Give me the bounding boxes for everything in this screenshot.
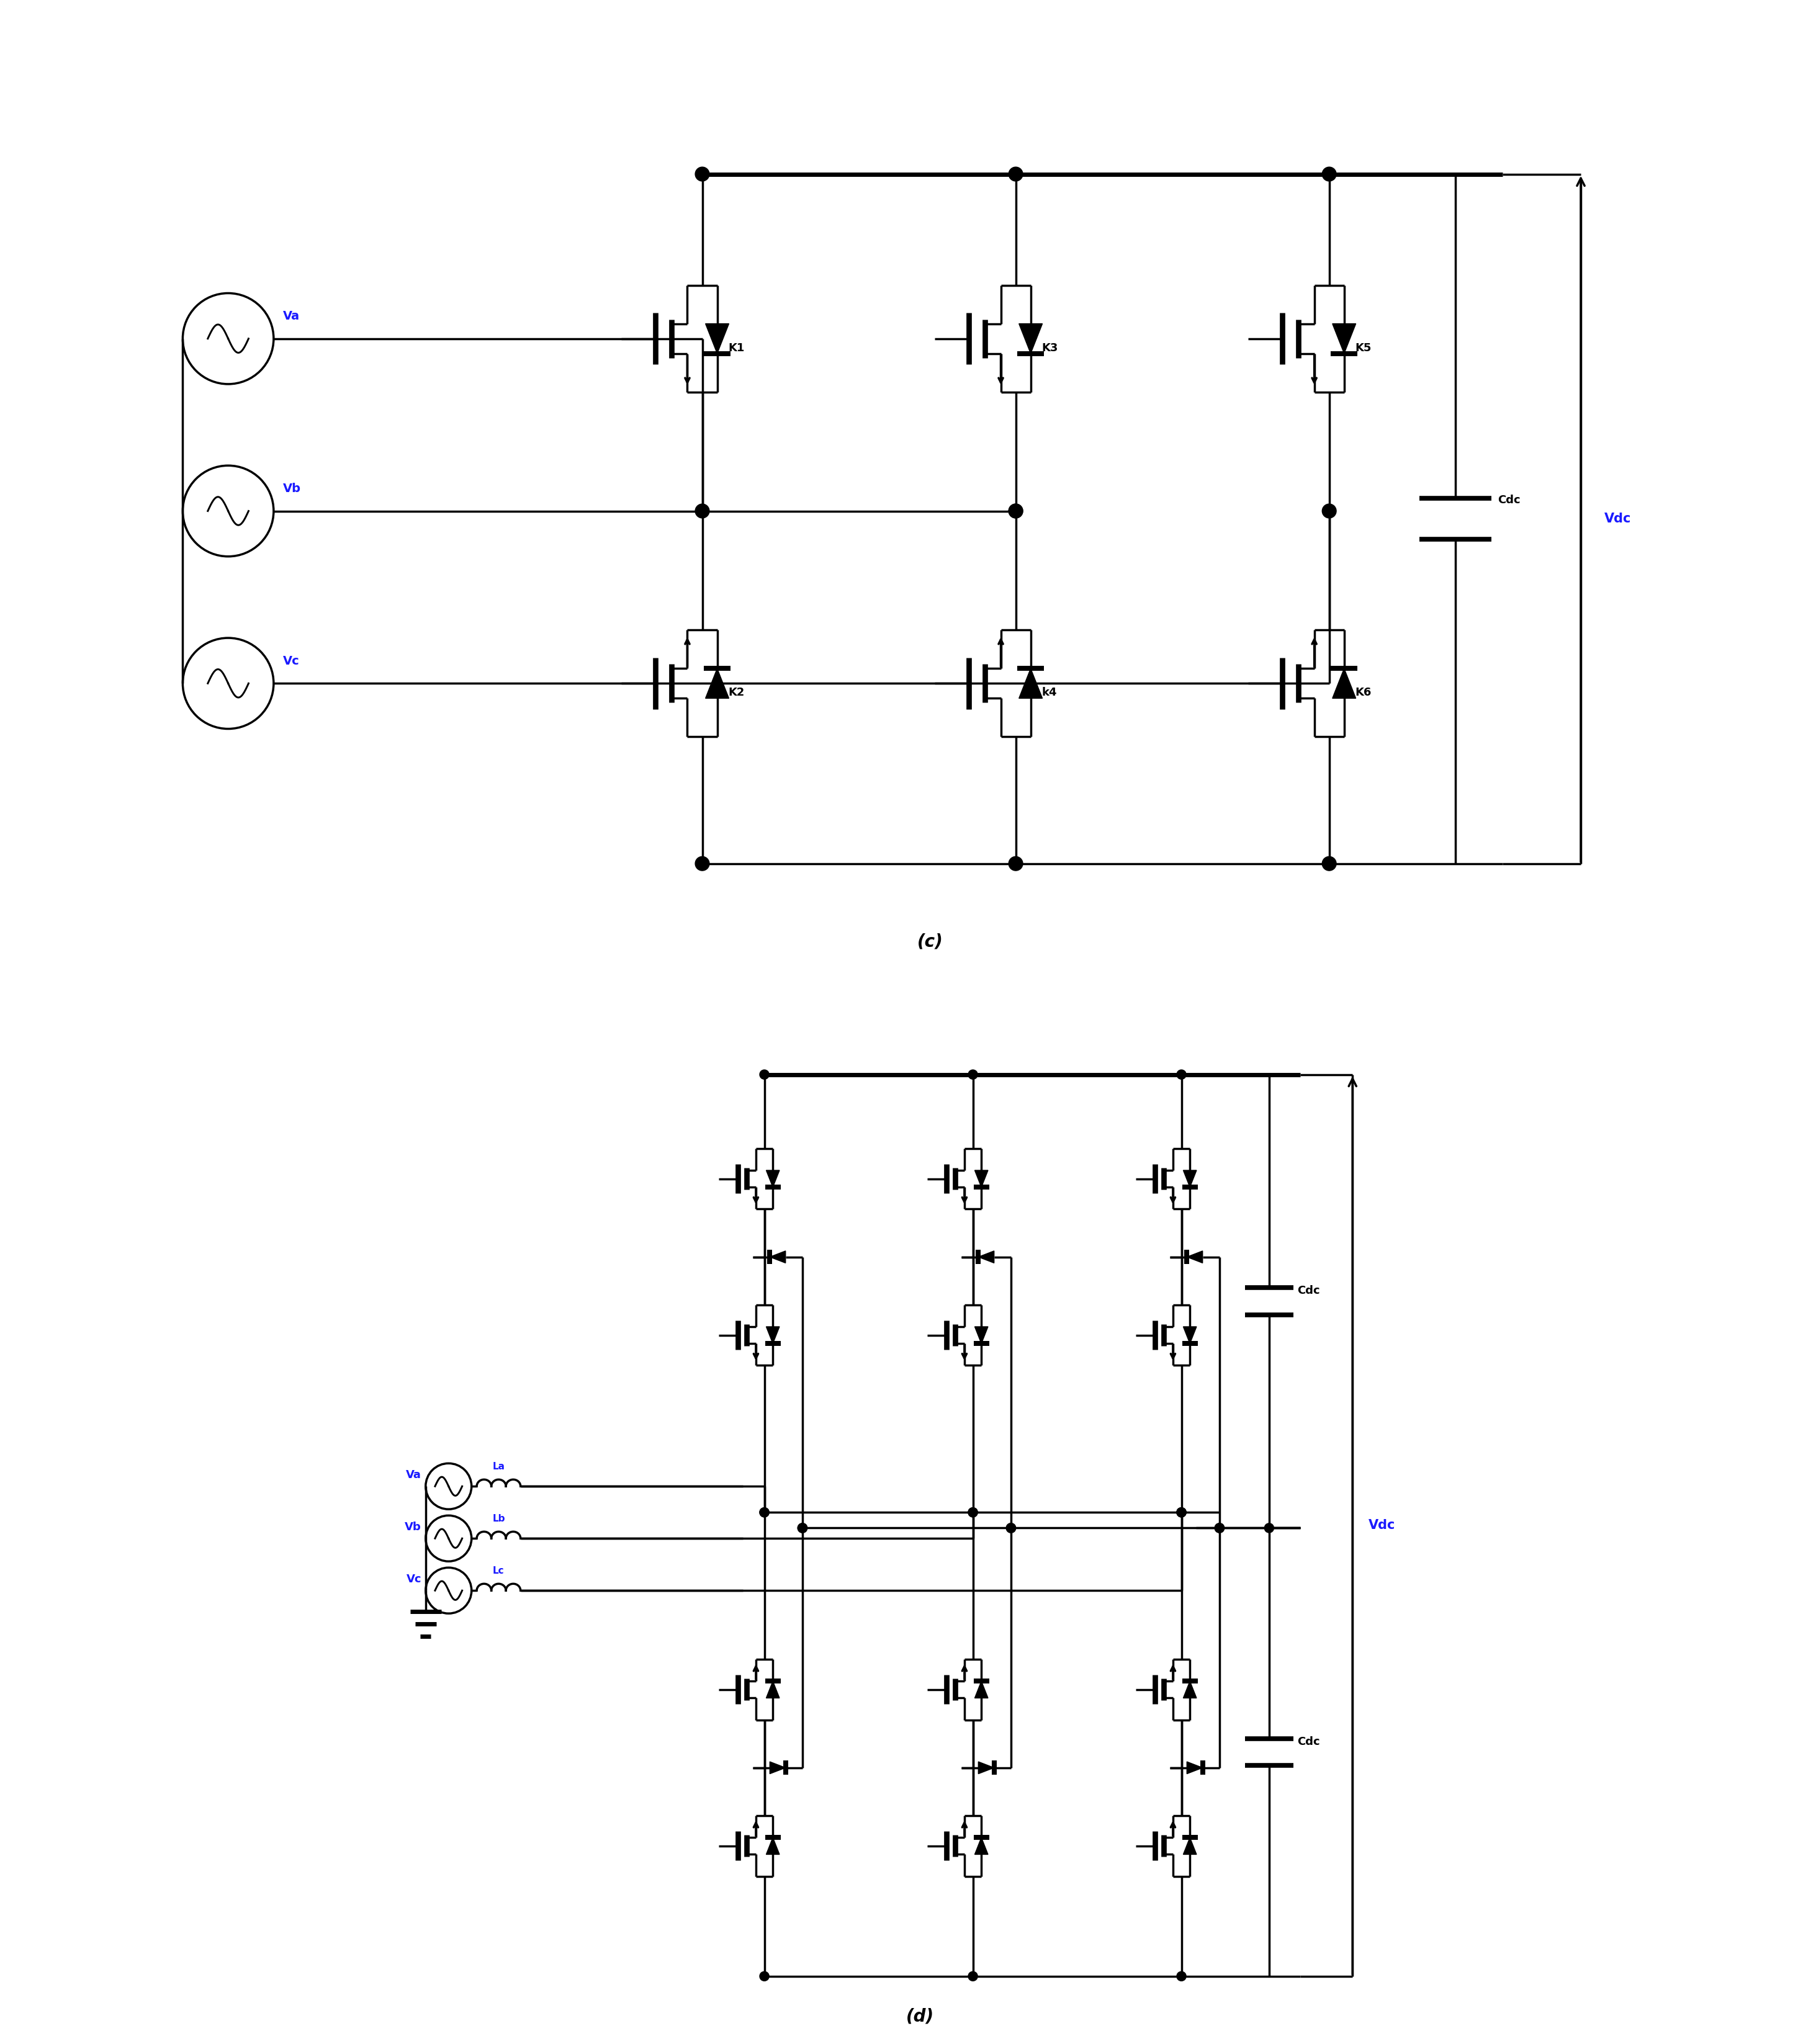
Text: Va: Va <box>282 311 300 323</box>
Circle shape <box>1007 1523 1016 1533</box>
Text: Vb: Vb <box>405 1521 421 1533</box>
Polygon shape <box>1183 1171 1196 1188</box>
Text: Cdc: Cdc <box>1298 1286 1320 1296</box>
Circle shape <box>798 1523 807 1533</box>
Polygon shape <box>705 323 728 354</box>
Circle shape <box>1176 1508 1187 1517</box>
Text: Vdc: Vdc <box>1604 513 1631 525</box>
Circle shape <box>1009 168 1023 182</box>
Text: (d): (d) <box>906 2007 933 2026</box>
Circle shape <box>1215 1523 1224 1533</box>
Text: Lb: Lb <box>493 1515 505 1523</box>
Text: K2: K2 <box>728 687 744 699</box>
Text: K1: K1 <box>728 343 744 354</box>
Circle shape <box>1007 1523 1016 1533</box>
Circle shape <box>761 1508 770 1517</box>
Polygon shape <box>978 1251 994 1263</box>
Polygon shape <box>975 1680 989 1699</box>
Polygon shape <box>705 668 728 699</box>
Polygon shape <box>1187 1251 1203 1263</box>
Circle shape <box>696 856 710 871</box>
Circle shape <box>1176 1972 1187 1981</box>
Polygon shape <box>975 1327 989 1343</box>
Polygon shape <box>975 1171 989 1188</box>
Text: Cdc: Cdc <box>1498 495 1521 505</box>
Circle shape <box>967 1508 978 1517</box>
Text: La: La <box>493 1461 505 1472</box>
Polygon shape <box>766 1680 780 1699</box>
Polygon shape <box>766 1327 780 1343</box>
Circle shape <box>696 505 710 517</box>
Polygon shape <box>1019 668 1043 699</box>
Text: (c): (c) <box>917 932 944 950</box>
Circle shape <box>1264 1523 1273 1533</box>
Polygon shape <box>975 1838 989 1854</box>
Circle shape <box>1009 505 1023 517</box>
Polygon shape <box>770 1762 786 1774</box>
Circle shape <box>696 168 710 182</box>
Circle shape <box>967 1972 978 1981</box>
Circle shape <box>967 1508 978 1517</box>
Circle shape <box>1176 1069 1187 1079</box>
Circle shape <box>1322 856 1336 871</box>
Circle shape <box>761 1508 770 1517</box>
Polygon shape <box>770 1251 786 1263</box>
Text: Lc: Lc <box>493 1566 505 1576</box>
Polygon shape <box>1332 668 1356 699</box>
Polygon shape <box>766 1171 780 1188</box>
Polygon shape <box>1183 1838 1196 1854</box>
Polygon shape <box>1183 1327 1196 1343</box>
Circle shape <box>761 1972 770 1981</box>
Polygon shape <box>978 1762 994 1774</box>
Polygon shape <box>1019 323 1043 354</box>
Circle shape <box>1007 1523 1016 1533</box>
Polygon shape <box>766 1838 780 1854</box>
Text: K5: K5 <box>1356 343 1372 354</box>
Circle shape <box>1322 505 1336 517</box>
Circle shape <box>1009 856 1023 871</box>
Circle shape <box>1322 168 1336 182</box>
Text: Vb: Vb <box>282 482 300 495</box>
Text: Cdc: Cdc <box>1298 1735 1320 1748</box>
Text: K3: K3 <box>1041 343 1057 354</box>
Circle shape <box>1215 1523 1224 1533</box>
Circle shape <box>967 1069 978 1079</box>
Text: Va: Va <box>406 1470 421 1480</box>
Circle shape <box>1176 1508 1187 1517</box>
Polygon shape <box>1332 323 1356 354</box>
Circle shape <box>1176 1508 1187 1517</box>
Circle shape <box>1009 505 1023 517</box>
Text: Vc: Vc <box>282 656 300 666</box>
Text: k4: k4 <box>1041 687 1057 699</box>
Polygon shape <box>1183 1680 1196 1699</box>
Polygon shape <box>1187 1762 1203 1774</box>
Text: K6: K6 <box>1356 687 1372 699</box>
Circle shape <box>1215 1523 1224 1533</box>
Circle shape <box>761 1069 770 1079</box>
Circle shape <box>798 1523 807 1533</box>
Circle shape <box>798 1523 807 1533</box>
Text: Vc: Vc <box>406 1574 421 1584</box>
Text: Vdc: Vdc <box>1368 1519 1395 1531</box>
